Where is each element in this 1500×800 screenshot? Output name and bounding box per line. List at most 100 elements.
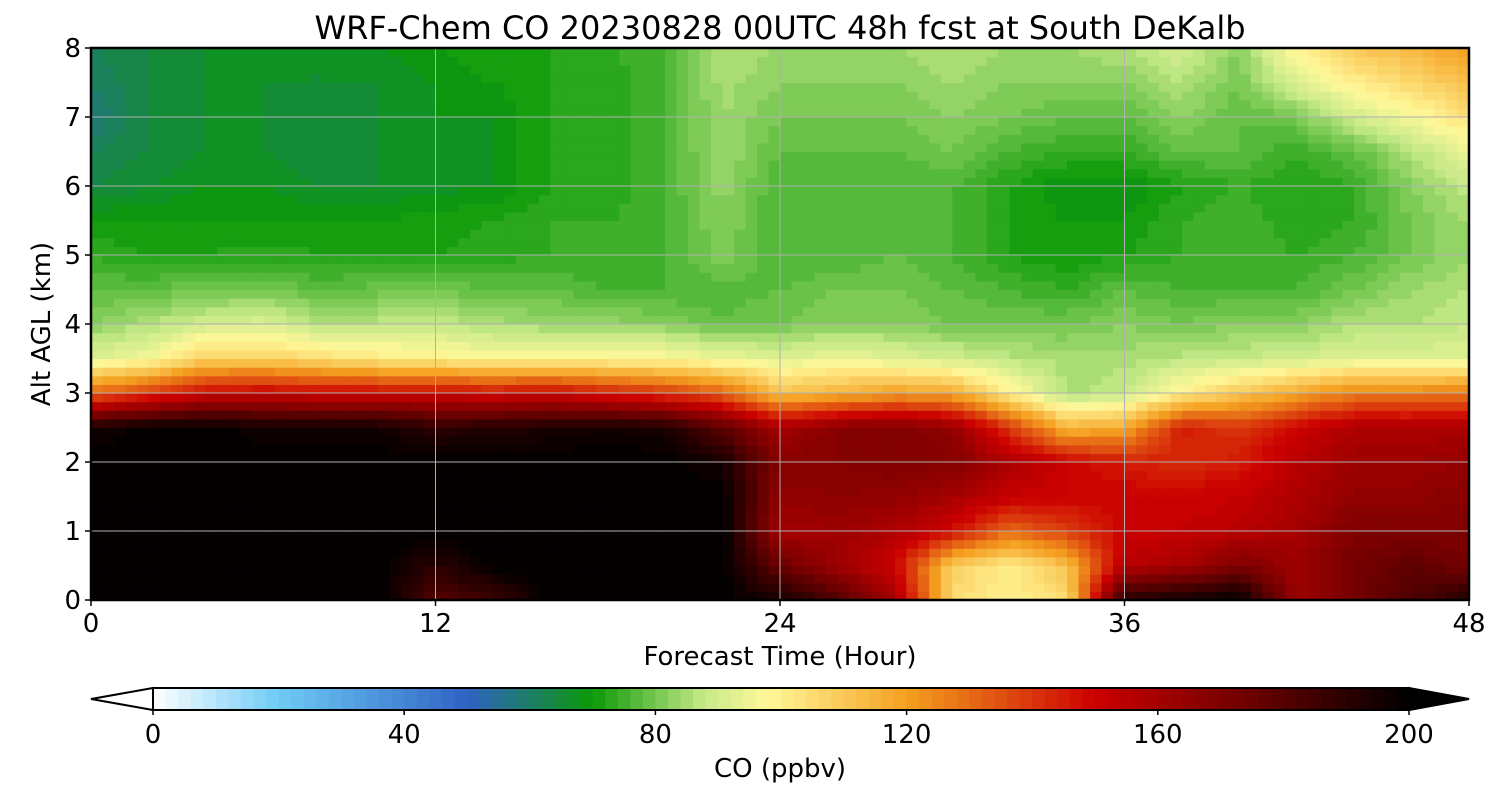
contour-cell xyxy=(251,349,264,360)
contour-cell xyxy=(458,263,471,273)
contour-cell xyxy=(492,237,505,247)
contour-cell xyxy=(906,324,919,334)
contour-cell xyxy=(469,177,483,187)
contour-cell xyxy=(309,531,322,541)
contour-cell xyxy=(940,255,953,265)
contour-cell xyxy=(883,531,896,541)
contour-cell xyxy=(504,349,517,360)
contour-cell xyxy=(676,177,689,187)
contour-cell xyxy=(251,470,264,480)
contour-cell xyxy=(504,384,517,394)
contour-cell xyxy=(159,255,172,265)
contour-cell xyxy=(102,393,115,403)
contour-cell xyxy=(917,117,930,127)
contour-cell xyxy=(917,203,930,213)
contour-cell xyxy=(573,444,586,454)
contour-cell xyxy=(263,73,276,84)
contour-cell xyxy=(251,91,264,101)
contour-cell xyxy=(550,496,563,506)
contour-cell xyxy=(424,255,437,265)
contour-cell xyxy=(194,56,207,66)
contour-cell xyxy=(573,203,586,213)
contour-cell xyxy=(332,375,345,385)
contour-cell xyxy=(963,82,976,92)
contour-cell xyxy=(263,453,276,463)
contour-cell xyxy=(515,306,528,316)
contour-cell xyxy=(481,65,494,75)
contour-cell xyxy=(734,522,747,532)
contour-cell xyxy=(527,246,540,256)
contour-cell xyxy=(435,505,448,515)
contour-cell xyxy=(412,548,425,558)
contour-cell xyxy=(940,332,953,342)
contour-cell xyxy=(378,117,391,127)
contour-cell xyxy=(573,289,586,299)
contour-cell xyxy=(389,82,402,92)
contour-cell xyxy=(171,375,184,385)
contour-cell xyxy=(446,246,460,256)
contour-cell xyxy=(469,582,483,592)
contour-cell xyxy=(401,341,414,351)
contour-cell xyxy=(228,591,241,601)
contour-cell xyxy=(619,462,632,472)
contour-cell xyxy=(848,203,861,213)
contour-cell xyxy=(469,73,483,84)
contour-cell xyxy=(217,194,230,204)
contour-cell xyxy=(125,410,138,420)
contour-cell xyxy=(814,513,827,523)
contour-cell xyxy=(274,393,287,403)
contour-cell xyxy=(699,246,712,256)
contour-cell xyxy=(435,263,448,273)
contour-cell xyxy=(309,65,322,75)
contour-cell xyxy=(963,401,976,411)
contour-cell xyxy=(389,548,402,558)
contour-cell xyxy=(412,91,425,101)
contour-cell xyxy=(446,168,460,178)
contour-cell xyxy=(424,548,437,558)
contour-cell xyxy=(688,237,701,247)
contour-cell xyxy=(561,99,574,109)
contour-cell xyxy=(228,263,241,273)
contour-cell xyxy=(745,487,758,498)
contour-cell xyxy=(389,168,402,178)
contour-cell xyxy=(929,306,942,316)
contour-cell xyxy=(871,298,884,308)
contour-cell xyxy=(814,280,827,291)
contour-cell xyxy=(366,358,379,368)
contour-cell xyxy=(814,82,827,92)
contour-cell xyxy=(734,108,747,118)
contour-cell xyxy=(894,99,907,109)
contour-cell xyxy=(504,298,517,308)
contour-cell xyxy=(251,168,264,178)
contour-cell xyxy=(584,513,597,523)
contour-cell xyxy=(734,479,747,489)
contour-cell xyxy=(424,582,437,592)
contour-cell xyxy=(217,496,230,506)
contour-cell xyxy=(148,220,161,230)
contour-cell xyxy=(228,142,241,153)
contour-cell xyxy=(125,332,138,342)
contour-cell xyxy=(205,444,218,454)
contour-cell xyxy=(251,393,264,403)
contour-cell xyxy=(825,134,839,144)
contour-cell xyxy=(401,99,414,109)
contour-cell xyxy=(906,531,919,541)
contour-cell xyxy=(745,134,758,144)
contour-cell xyxy=(182,82,195,92)
contour-cell xyxy=(136,349,150,360)
contour-cell xyxy=(401,280,414,291)
contour-cell xyxy=(469,203,483,213)
contour-cell xyxy=(286,324,299,334)
contour-cell xyxy=(619,513,632,523)
contour-cell xyxy=(389,341,402,351)
contour-cell xyxy=(894,73,907,84)
contour-cell xyxy=(975,531,988,541)
contour-cell xyxy=(492,65,505,75)
contour-cell xyxy=(113,358,127,368)
contour-cell xyxy=(561,82,574,92)
contour-cell xyxy=(240,574,253,584)
contour-cell xyxy=(136,263,150,273)
contour-cell xyxy=(320,142,333,153)
contour-cell xyxy=(711,522,724,532)
contour-cell xyxy=(320,462,333,472)
